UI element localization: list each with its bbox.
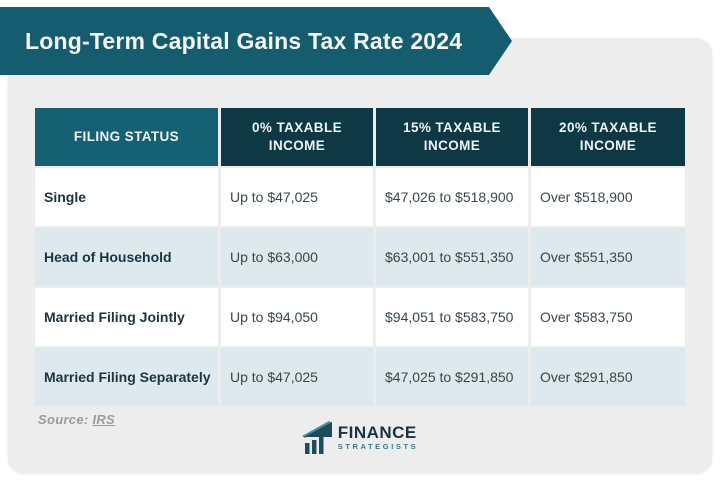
column-header-20-percent: 20% Taxable Income bbox=[531, 108, 685, 166]
cell-single-15pct: $47,026 to $518,900 bbox=[376, 168, 528, 226]
column-header-0-percent: 0% Taxable Income bbox=[221, 108, 373, 166]
cell-mfj-20pct: Over $583,750 bbox=[531, 288, 685, 346]
column-header-filing-status: Filing Status bbox=[35, 108, 218, 166]
cell-mfj-0pct: Up to $94,050 bbox=[221, 288, 373, 346]
cell-mfs-15pct: $47,025 to $291,850 bbox=[376, 348, 528, 406]
row-label-head-of-household: Head of Household bbox=[35, 228, 218, 286]
finance-strategists-logo: FINANCE STRATEGISTS bbox=[0, 421, 720, 454]
row-label-married-separately: Married Filing Separately bbox=[35, 348, 218, 406]
source-note: Source: IRS bbox=[38, 412, 115, 427]
row-label-single: Single bbox=[35, 168, 218, 226]
cell-hoh-15pct: $63,001 to $551,350 bbox=[376, 228, 528, 286]
cell-hoh-20pct: Over $551,350 bbox=[531, 228, 685, 286]
row-label-married-jointly: Married Filing Jointly bbox=[35, 288, 218, 346]
bar-chart-growth-arrow-icon bbox=[301, 421, 332, 454]
tax-rate-table: Filing Status 0% Taxable Income 15% Taxa… bbox=[35, 108, 685, 406]
logo-primary-text: FINANCE bbox=[337, 423, 417, 443]
cell-hoh-0pct: Up to $63,000 bbox=[221, 228, 373, 286]
cell-mfj-15pct: $94,051 to $583,750 bbox=[376, 288, 528, 346]
cell-single-20pct: Over $518,900 bbox=[531, 168, 685, 226]
page-title: Long-Term Capital Gains Tax Rate 2024 bbox=[25, 27, 463, 54]
source-label: Source: bbox=[38, 412, 89, 427]
logo-text: FINANCE STRATEGISTS bbox=[338, 424, 419, 451]
cell-mfs-20pct: Over $291,850 bbox=[531, 348, 685, 406]
column-header-15-percent: 15% Taxable Income bbox=[376, 108, 528, 166]
cell-single-0pct: Up to $47,025 bbox=[221, 168, 373, 226]
source-link-irs[interactable]: IRS bbox=[92, 412, 116, 427]
logo-secondary-text: STRATEGISTS bbox=[337, 442, 419, 452]
title-banner: Long-Term Capital Gains Tax Rate 2024 bbox=[0, 7, 512, 75]
cell-mfs-0pct: Up to $47,025 bbox=[221, 348, 373, 406]
